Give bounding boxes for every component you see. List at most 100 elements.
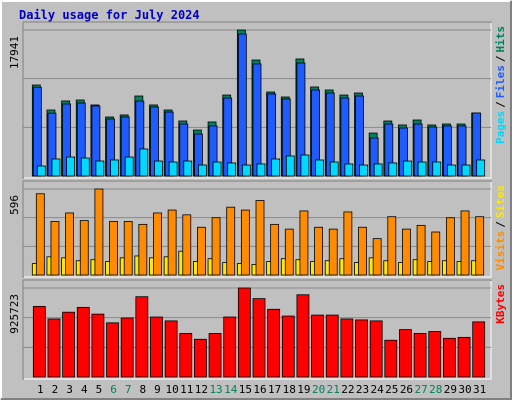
bar	[109, 221, 118, 276]
y-tick-label: 17941	[8, 36, 21, 69]
legend: Pages / Files / Hits	[494, 26, 507, 144]
bar	[267, 308, 281, 378]
bar	[79, 220, 89, 276]
bar	[373, 163, 383, 177]
bar	[460, 210, 470, 276]
bar	[182, 214, 192, 276]
bar	[212, 161, 222, 177]
bar	[285, 155, 295, 177]
legend: KBytes	[494, 284, 507, 324]
x-tick-label: 6	[110, 383, 117, 396]
bar	[270, 223, 280, 276]
legend-separator: /	[494, 101, 507, 108]
x-tick-label: 26	[400, 383, 413, 396]
bar	[388, 162, 398, 177]
bar	[325, 314, 339, 378]
bar	[47, 318, 61, 378]
x-tick-label: 18	[283, 383, 296, 396]
x-tick-label: 13	[209, 383, 222, 396]
x-tick-label: 2	[52, 383, 59, 396]
bar	[66, 156, 76, 177]
bar	[76, 306, 90, 378]
bar	[80, 157, 90, 177]
bar	[154, 160, 163, 177]
bar	[300, 154, 310, 177]
bar	[344, 163, 354, 177]
bar	[475, 216, 485, 276]
bar	[32, 86, 42, 177]
bar	[227, 162, 237, 177]
bar	[223, 316, 237, 378]
bar	[211, 217, 221, 276]
bar	[256, 163, 266, 177]
bar	[431, 231, 441, 276]
bar	[179, 333, 193, 378]
legend-entry: Visits	[494, 231, 507, 271]
bar	[198, 164, 207, 177]
bar	[183, 160, 193, 177]
bar	[164, 320, 178, 378]
x-tick-label: 9	[154, 383, 161, 396]
bar	[461, 164, 471, 177]
x-tick-label: 12	[195, 383, 208, 396]
bar	[240, 209, 250, 276]
x-tick-label: 31	[473, 383, 486, 396]
x-tick-label: 5	[96, 383, 103, 396]
bar	[241, 164, 251, 177]
panel-edge	[24, 281, 492, 380]
bar	[384, 339, 398, 378]
bar	[281, 315, 295, 378]
bar	[372, 238, 382, 276]
bar	[315, 159, 324, 177]
bar	[446, 164, 456, 177]
x-tick-label: 20	[312, 383, 325, 396]
bar	[417, 161, 427, 177]
bar	[299, 210, 309, 276]
bar	[340, 318, 354, 378]
bar	[271, 158, 281, 177]
bar	[387, 216, 397, 276]
bar	[399, 329, 412, 378]
bar	[355, 95, 364, 177]
x-tick-label: 3	[66, 383, 73, 396]
bar	[226, 206, 236, 276]
bar	[91, 313, 105, 378]
bar	[150, 316, 163, 378]
x-tick-label: 17	[268, 383, 281, 396]
x-tick-label: 15	[239, 383, 252, 396]
bar	[472, 321, 486, 378]
x-tick-label: 11	[180, 383, 193, 396]
bar	[110, 159, 119, 177]
bar	[311, 314, 324, 378]
bar	[106, 322, 119, 378]
bar	[50, 221, 60, 276]
panel-edge	[24, 23, 492, 179]
x-tick-label: 23	[356, 383, 369, 396]
panel-edge	[24, 182, 492, 278]
bar	[369, 320, 383, 378]
x-tick-label: 1	[37, 383, 44, 396]
bar	[403, 160, 412, 177]
x-tick-label: 16	[253, 383, 266, 396]
bar	[167, 209, 177, 276]
bar	[138, 223, 148, 276]
bar	[94, 188, 104, 276]
x-tick-label: 19	[297, 383, 310, 396]
bar	[314, 226, 323, 276]
legend-entry: KBytes	[494, 284, 507, 324]
bar	[35, 193, 45, 276]
bar	[237, 287, 251, 378]
bar	[416, 224, 426, 276]
bar	[168, 161, 178, 177]
legend-entry: Hits	[494, 26, 507, 53]
chart-title: Daily usage for July 2024	[19, 8, 200, 22]
bar	[402, 228, 411, 276]
x-tick-label: 14	[224, 383, 238, 396]
bar	[328, 228, 338, 276]
x-tick-label: 27	[414, 383, 427, 396]
bar	[36, 165, 46, 177]
bar	[123, 221, 133, 276]
